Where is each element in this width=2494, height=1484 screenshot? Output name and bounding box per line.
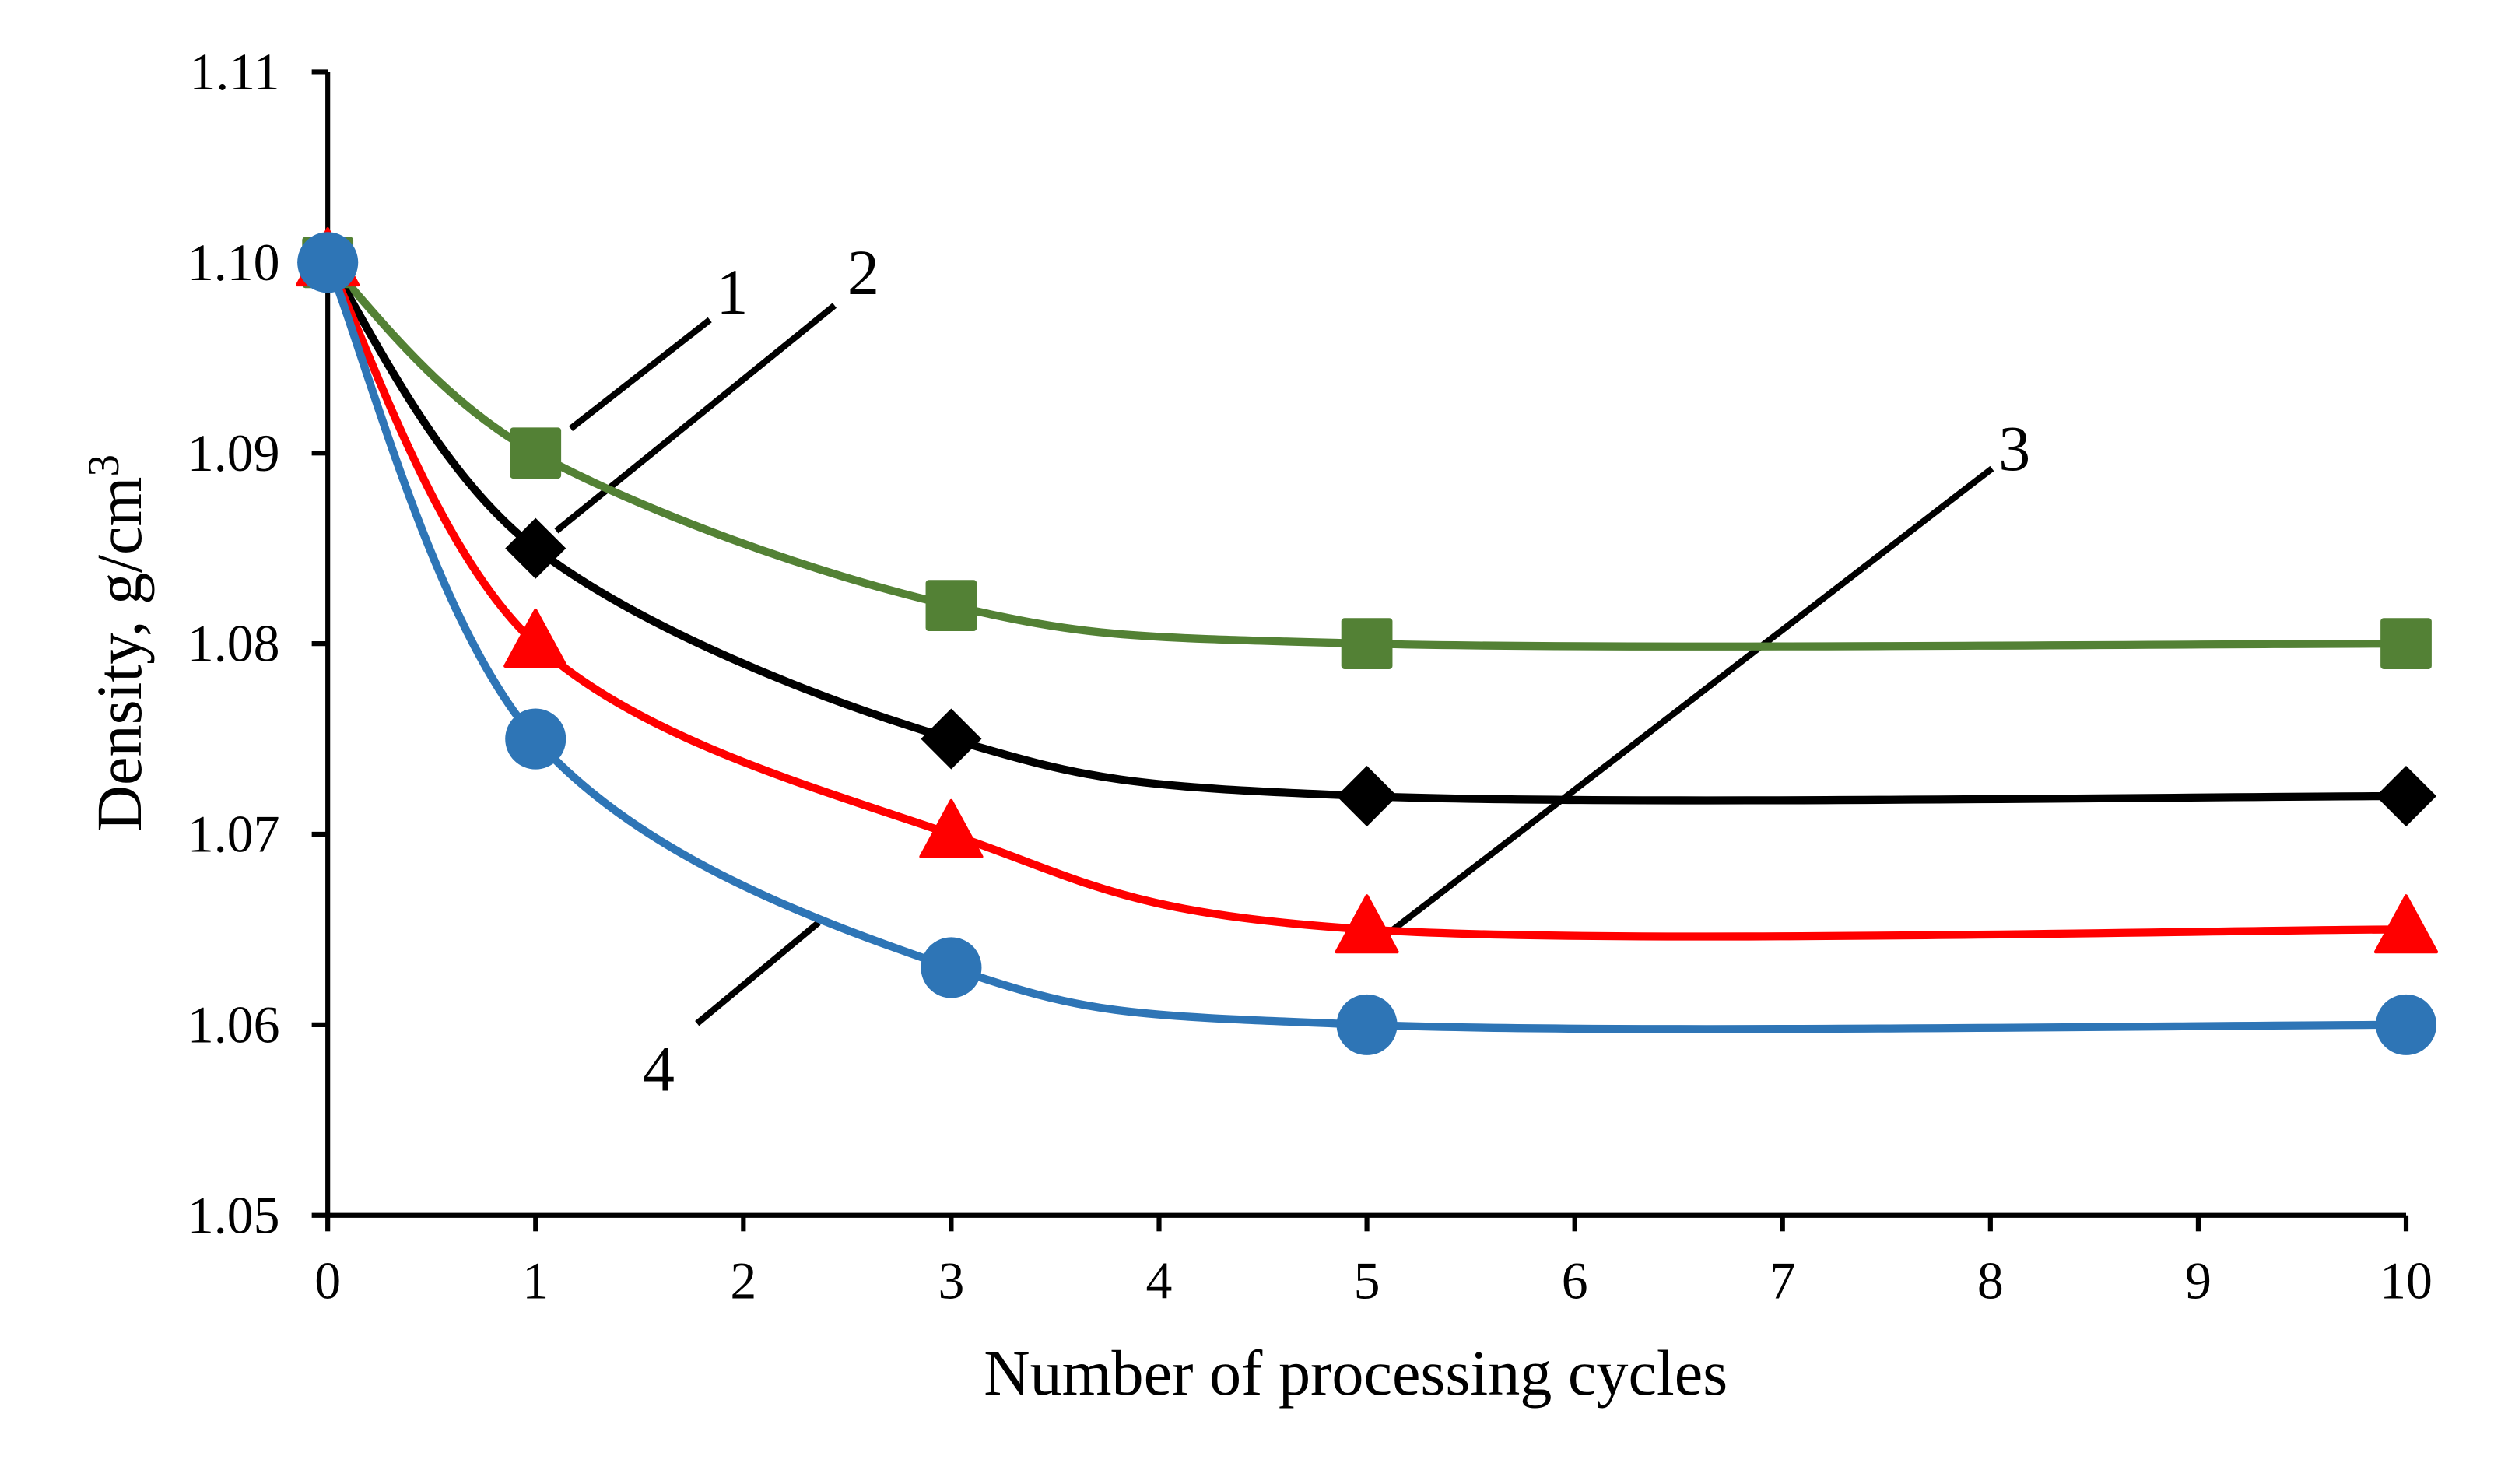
callout-line-4 — [695, 920, 821, 1026]
series-2-point — [505, 517, 566, 579]
x-tick-label: 8 — [1977, 1252, 2004, 1310]
series-4-point — [2375, 994, 2437, 1055]
series-3-point — [1335, 894, 1399, 954]
series-1-point — [1341, 618, 1393, 669]
y-ticks: 1.05 1.06 1.07 1.08 1.09 1.10 1.11 — [188, 43, 328, 1244]
x-tick-label: 10 — [2380, 1252, 2433, 1310]
y-tick-label: 1.11 — [189, 43, 279, 101]
y-tick-label: 1.05 — [188, 1186, 280, 1244]
series-1-line — [324, 259, 2407, 651]
series-3-line — [324, 260, 2407, 941]
callout-label-1: 1 — [716, 257, 748, 328]
series-1-point — [925, 580, 977, 632]
callout-label-3: 3 — [1998, 413, 2030, 484]
series-4-point — [1336, 994, 1398, 1055]
x-tick-label: 6 — [1562, 1252, 1588, 1310]
x-tick-label: 9 — [2185, 1252, 2212, 1310]
series-2-markers — [297, 232, 2437, 827]
series-1-point — [510, 427, 562, 479]
series-2-line — [324, 260, 2407, 805]
y-tick-label: 1.09 — [188, 424, 280, 482]
series-1-point — [2380, 618, 2432, 669]
y-axis-title-text: Density, g/cm — [84, 477, 155, 832]
callout-line-3 — [1385, 465, 1994, 937]
series-3-point — [919, 798, 984, 858]
series-layer — [296, 227, 2439, 1055]
y-tick-label: 1.10 — [188, 233, 280, 292]
callout-line-1 — [568, 317, 712, 431]
x-tick-label: 1 — [522, 1252, 549, 1310]
x-tick-label: 2 — [730, 1252, 756, 1310]
series-3-point — [2373, 894, 2439, 954]
callouts: 1 2 3 4 — [554, 237, 2030, 1104]
x-tick-label: 4 — [1146, 1252, 1173, 1310]
y-axis-title: Density, g/cm3 — [79, 454, 155, 832]
callout-line-2 — [554, 303, 837, 534]
y-axis-title-superscript: 3 — [79, 454, 128, 477]
series-2-point — [1336, 765, 1398, 827]
x-tick-label: 5 — [1354, 1252, 1380, 1310]
series-2-point — [2375, 765, 2437, 827]
series-3-markers — [296, 227, 2439, 954]
y-tick-label: 1.07 — [188, 805, 280, 864]
series-4-line — [324, 261, 2407, 1033]
series-4-point — [297, 232, 359, 293]
callout-label-4: 4 — [643, 1033, 675, 1104]
series-4-point — [921, 937, 982, 998]
series-2-point — [921, 708, 982, 770]
x-tick-label: 0 — [314, 1252, 341, 1310]
series-4-point — [505, 708, 566, 770]
x-axis-title: Number of processing cycles — [984, 1338, 1728, 1409]
x-tick-label: 7 — [1770, 1252, 1796, 1310]
x-ticks: 0 1 2 3 4 5 6 7 8 9 10 — [314, 1215, 2433, 1310]
x-tick-label: 3 — [938, 1252, 964, 1310]
series-4-markers — [297, 232, 2437, 1055]
callout-label-2: 2 — [847, 237, 879, 308]
y-tick-label: 1.06 — [188, 995, 280, 1054]
series-3-point — [503, 608, 568, 668]
y-tick-label: 1.08 — [188, 615, 280, 673]
